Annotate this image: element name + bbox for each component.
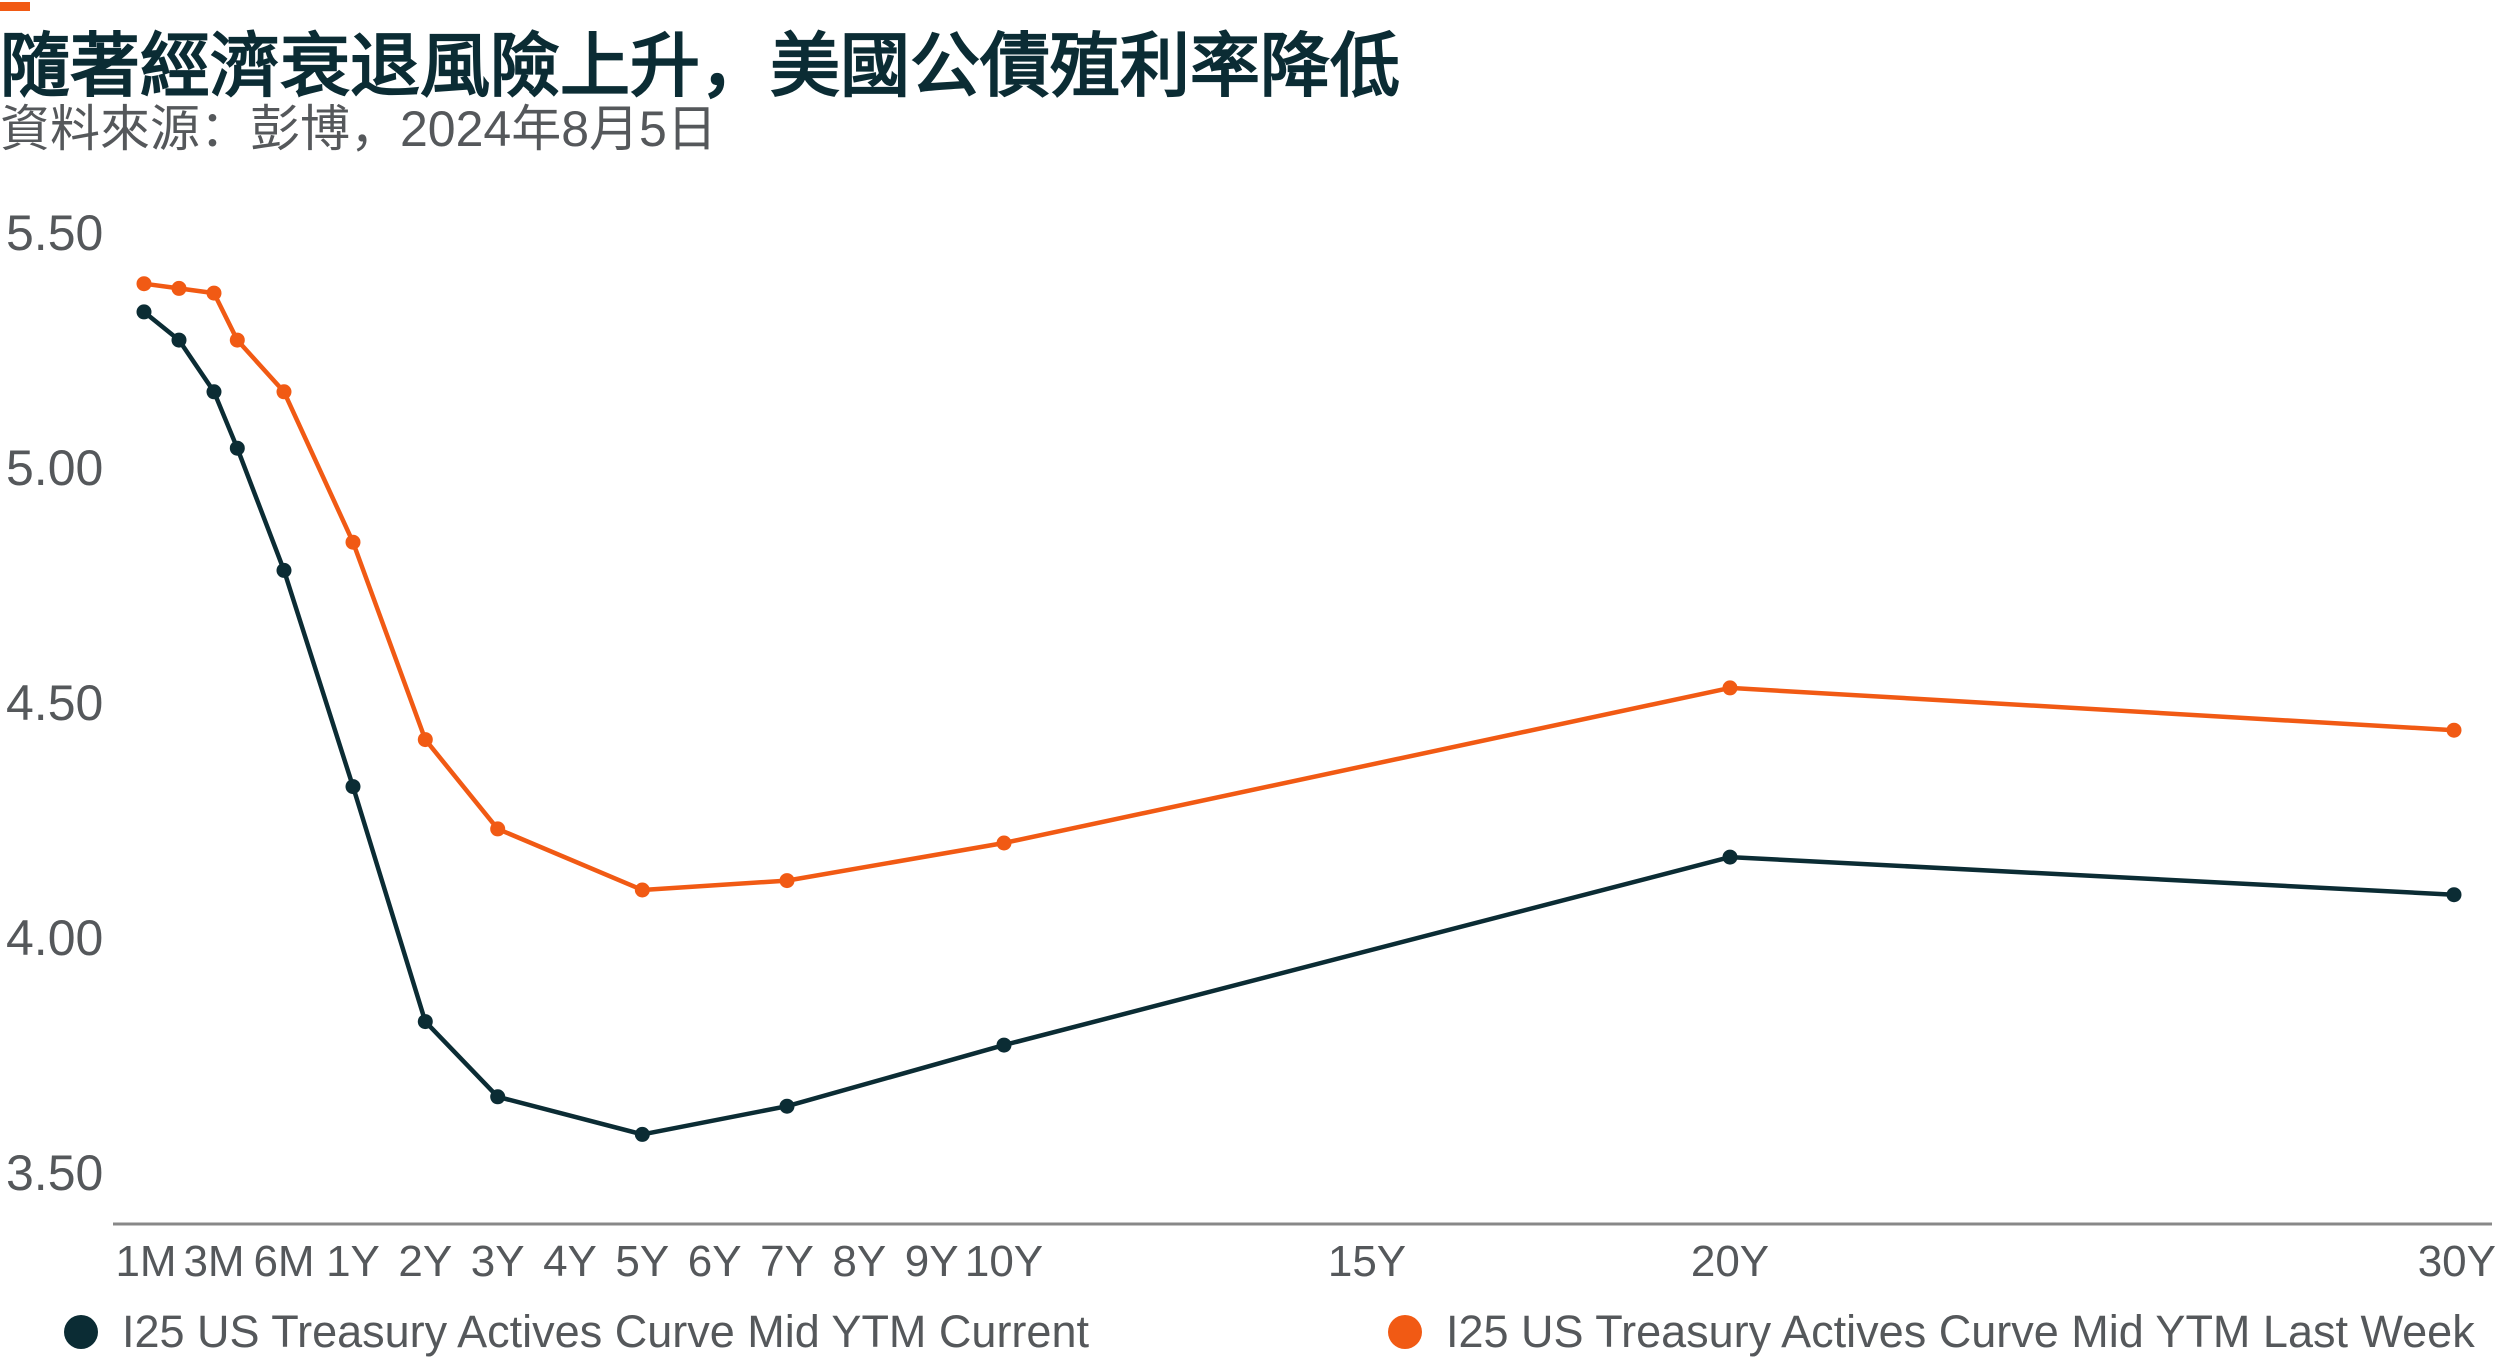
data-point-current [171,332,187,348]
data-point-last-week [276,384,292,400]
x-tick-label: 3Y [471,1237,525,1286]
series-line-last-week [141,281,2457,893]
x-tick-label: 5Y [615,1237,669,1286]
data-point-last-week [779,873,795,889]
data-point-current [2446,887,2462,903]
data-point-last-week [1722,680,1738,696]
data-point-last-week [996,835,1012,851]
data-point-current [779,1098,795,1114]
data-point-current [490,1089,506,1105]
legend-item-last-week: I25 US Treasury Actives Curve Mid YTM La… [1388,1297,2475,1360]
data-point-current [136,304,152,320]
x-tick-label: 30Y [2418,1237,2496,1286]
legend-dot-last-week [1388,1315,1422,1349]
accent-bar [0,2,30,11]
data-point-current [276,562,292,578]
data-point-current [996,1037,1012,1053]
series-line-current [141,309,2457,1137]
data-point-last-week [2446,722,2462,738]
data-point-last-week [229,332,245,348]
data-point-last-week [171,280,187,296]
x-tick-label: 9Y [905,1237,959,1286]
data-point-current [229,440,245,456]
data-point-last-week [634,882,650,898]
data-point-last-week [206,285,222,301]
x-tick-label: 8Y [832,1237,886,1286]
data-point-last-week [345,534,361,550]
legend-dot-current [64,1315,98,1349]
x-tick-label: 1Y [326,1237,380,1286]
x-tick-label: 7Y [760,1237,814,1286]
y-tick-label: 5.00 [6,440,103,496]
chart-subtitle: 資料來源：彭博，2024年8月5日 [0,101,717,157]
legend-label-current: I25 US Treasury Actives Curve Mid YTM Cu… [122,1306,1089,1357]
data-point-last-week [417,732,433,748]
y-tick-label: 5.50 [6,205,103,261]
y-tick-label: 4.50 [6,675,103,731]
chart-title: 隨著經濟衰退風險上升，美國公債殖利率降低 [0,27,1400,105]
x-tick-label: 10Y [965,1237,1043,1286]
data-point-last-week [490,821,506,837]
data-point-current [345,779,361,795]
data-point-last-week [136,276,152,292]
y-tick-label: 3.50 [6,1145,103,1201]
legend-item-current: I25 US Treasury Actives Curve Mid YTM Cu… [64,1297,1089,1360]
x-tick-label: 6M [253,1237,314,1286]
x-tick-label: 6Y [688,1237,742,1286]
y-tick-label: 4.00 [6,910,103,966]
x-tick-label: 2Y [398,1237,452,1286]
data-point-current [417,1014,433,1030]
x-tick-label: 15Y [1328,1237,1406,1286]
data-point-current [634,1126,650,1142]
data-point-current [206,384,222,400]
x-tick-label: 20Y [1691,1237,1769,1286]
x-tick-label: 4Y [543,1237,597,1286]
x-tick-label: 3M [183,1237,244,1286]
legend-label-last-week: I25 US Treasury Actives Curve Mid YTM La… [1446,1306,2475,1357]
x-tick-label: 1M [115,1237,176,1286]
data-point-current [1722,849,1738,865]
